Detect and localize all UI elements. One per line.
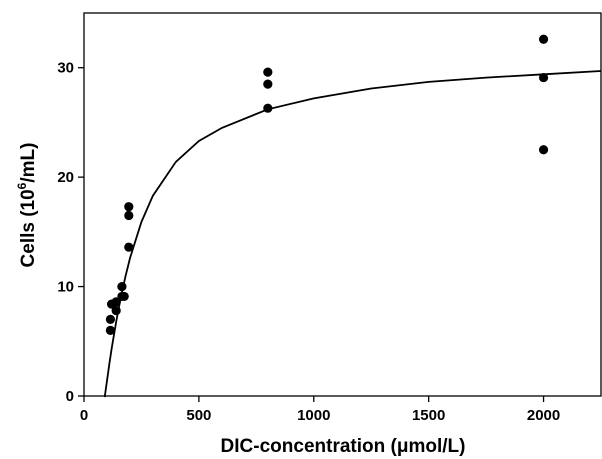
x-tick-label: 1000 [297, 407, 330, 424]
data-point [124, 210, 134, 221]
data-point [117, 281, 127, 292]
data-point [111, 297, 121, 307]
data-point [538, 145, 549, 155]
x-axis-ticks: 0 500 1000 1500 2000 [80, 396, 560, 424]
data-point [111, 306, 121, 316]
y-axis-title-main: Cells (10 [18, 189, 39, 267]
data-point [263, 79, 273, 89]
x-axis-title: DIC-concentration (μmol/L) [221, 436, 466, 457]
y-tick-label: 0 [66, 388, 74, 405]
y-axis-title-unit: /mL) [18, 143, 39, 183]
data-point [263, 103, 273, 113]
data-point [538, 34, 549, 44]
fitted-curve [103, 70, 602, 398]
data-point [263, 67, 273, 77]
x-tick-label: 500 [186, 407, 211, 424]
plot-border [83, 12, 602, 397]
data-point [124, 202, 134, 212]
data-point [124, 242, 134, 252]
y-axis-title: Cells (106/mL) [15, 143, 39, 268]
y-tick-label: 10 [57, 279, 74, 296]
fitted-curve-layer [103, 70, 602, 398]
data-point [105, 314, 116, 324]
x-tick-label: 0 [80, 407, 88, 424]
x-tick-label: 1500 [412, 407, 445, 424]
data-point [105, 325, 116, 335]
x-tick-label: 2000 [527, 407, 560, 424]
y-axis-title-superscript: 6 [15, 182, 29, 189]
y-tick-label: 20 [57, 169, 74, 186]
data-point [538, 72, 549, 83]
y-axis-ticks: 0 10 20 30 [57, 60, 84, 405]
plot-frame [83, 12, 602, 397]
data-point [119, 291, 129, 302]
y-tick-label: 30 [57, 60, 74, 77]
data-points-layer [105, 34, 549, 335]
